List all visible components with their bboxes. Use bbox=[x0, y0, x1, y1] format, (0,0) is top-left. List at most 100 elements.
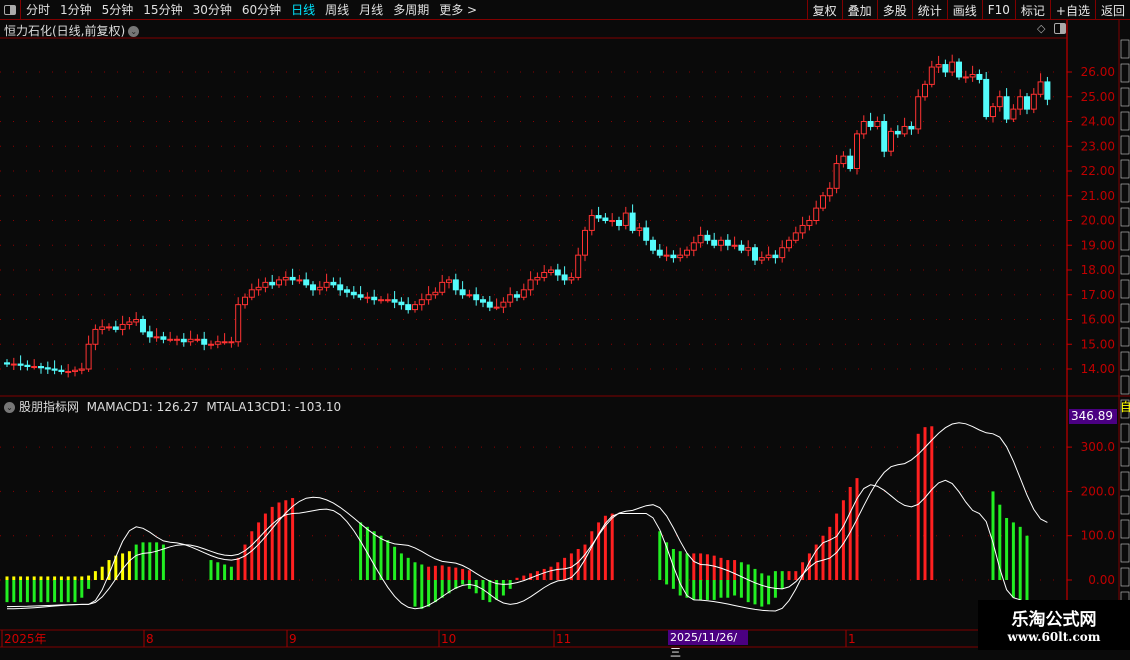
indicator-bar bbox=[760, 573, 764, 580]
candle bbox=[677, 254, 684, 259]
indicator-bar-negative bbox=[5, 580, 9, 603]
period-tab[interactable]: 15分钟 bbox=[143, 3, 183, 17]
period-tab[interactable]: 1分钟 bbox=[60, 3, 92, 17]
main-chart-title: 恒力石化(日线,前复权) ⌄ bbox=[4, 22, 140, 39]
candle bbox=[643, 227, 650, 241]
y-tick-label: 300.0 bbox=[1081, 440, 1115, 454]
right-strip-cell bbox=[1120, 303, 1130, 323]
panel-icon[interactable] bbox=[1054, 23, 1066, 34]
indicator-bar bbox=[719, 557, 723, 580]
candle bbox=[99, 326, 106, 330]
indicator-bar bbox=[658, 531, 662, 580]
indicator-bar bbox=[413, 562, 417, 580]
indicator-bar-negative bbox=[1011, 580, 1015, 598]
candle bbox=[92, 328, 99, 345]
period-tab[interactable]: 日线 bbox=[291, 3, 316, 17]
candle bbox=[833, 163, 840, 189]
candle bbox=[439, 281, 446, 293]
action-button[interactable]: 返回 bbox=[1094, 0, 1130, 20]
indicator-bar bbox=[1018, 526, 1022, 580]
indicator-bar bbox=[87, 575, 91, 580]
action-button[interactable]: 叠加 bbox=[841, 0, 877, 20]
period-tab[interactable]: 分时 bbox=[26, 3, 51, 17]
top-toolbar: 分时 1分钟 5分钟 15分钟 30分钟 60分钟 日线 周线 月线 多周期 更多 > 复权 叠加 多股… bbox=[0, 0, 1130, 20]
period-tab[interactable]: 多周期 bbox=[393, 3, 430, 17]
indicator-bar bbox=[590, 531, 594, 580]
right-strip-cell bbox=[1120, 567, 1130, 587]
candle bbox=[684, 249, 690, 256]
indicator-bar bbox=[161, 544, 165, 580]
period-tab[interactable]: 周线 bbox=[325, 3, 350, 17]
indicator-bar bbox=[576, 548, 580, 580]
period-tab[interactable]: 月线 bbox=[359, 3, 384, 17]
candle bbox=[248, 289, 255, 298]
y-tick-label: 18.00 bbox=[1081, 263, 1115, 277]
indicator-bar bbox=[134, 544, 138, 580]
indicator-bar bbox=[141, 542, 145, 580]
period-tab[interactable]: 30分钟 bbox=[192, 3, 232, 17]
candle bbox=[976, 73, 983, 80]
watermark-url: www.60lt.com bbox=[1007, 630, 1101, 644]
indicator-bar bbox=[148, 542, 152, 580]
y-tick-label: 20.00 bbox=[1081, 214, 1115, 228]
candle bbox=[214, 341, 221, 345]
candle bbox=[194, 338, 201, 341]
candle bbox=[72, 369, 78, 372]
indicator-bar-negative bbox=[39, 580, 43, 603]
candle bbox=[956, 61, 962, 78]
candle bbox=[160, 336, 167, 340]
indicator-bar bbox=[427, 566, 431, 580]
action-button[interactable]: 统计 bbox=[911, 0, 947, 20]
indicator-bar-negative bbox=[733, 580, 737, 596]
indicator-bar-negative bbox=[440, 580, 444, 598]
cursor-date-label: 2025/11/26/三 bbox=[668, 630, 748, 659]
period-tab[interactable]: 更多 > bbox=[439, 3, 478, 17]
indicator-bar bbox=[39, 576, 43, 580]
chevron-down-icon[interactable]: ⌄ bbox=[4, 402, 15, 413]
indicator-bar-negative bbox=[32, 580, 36, 603]
candle bbox=[799, 224, 806, 234]
candle bbox=[44, 367, 51, 370]
indicator-bar bbox=[100, 566, 104, 580]
indicator-bar bbox=[522, 575, 526, 580]
candle bbox=[255, 286, 262, 291]
candle bbox=[840, 155, 847, 165]
indicator-bar-negative bbox=[739, 580, 743, 598]
action-button[interactable]: 多股 bbox=[876, 0, 912, 20]
right-strip-cell bbox=[1120, 327, 1130, 347]
indicator-bar bbox=[19, 576, 23, 580]
candle bbox=[670, 254, 677, 259]
indicator-bar bbox=[712, 555, 716, 580]
action-button[interactable]: F10 bbox=[981, 0, 1015, 20]
period-tab[interactable]: 60分钟 bbox=[241, 3, 282, 17]
candle bbox=[140, 319, 146, 333]
candle bbox=[636, 227, 643, 231]
action-button[interactable]: 复权 bbox=[806, 0, 842, 20]
right-strip-cell bbox=[1120, 87, 1130, 107]
action-button[interactable]: 画线 bbox=[946, 0, 982, 20]
chevron-down-icon[interactable]: ⌄ bbox=[128, 26, 140, 37]
action-button[interactable]: 标记 bbox=[1014, 0, 1050, 20]
y-tick-label: 26.00 bbox=[1081, 65, 1115, 79]
indicator-bar-negative bbox=[726, 580, 730, 598]
candle bbox=[813, 207, 820, 221]
indicator-bar-negative bbox=[413, 580, 417, 607]
candle bbox=[1044, 81, 1051, 100]
layout-toggle-button[interactable] bbox=[0, 0, 21, 20]
candle bbox=[425, 294, 432, 301]
indicator-bar bbox=[821, 535, 825, 580]
indicator-bar bbox=[270, 506, 274, 580]
watermark: 乐淘公式网 www.60lt.com bbox=[978, 600, 1130, 650]
indicator-bar bbox=[284, 500, 288, 580]
period-tab[interactable]: 5分钟 bbox=[101, 3, 134, 17]
candle bbox=[650, 239, 656, 251]
action-button[interactable]: +自选 bbox=[1049, 0, 1095, 20]
candle bbox=[276, 279, 282, 286]
y-tick-label: 0.00 bbox=[1088, 573, 1115, 587]
right-strip-cell bbox=[1120, 423, 1130, 443]
diamond-icon[interactable]: ◇ bbox=[1037, 22, 1046, 35]
candle bbox=[867, 121, 874, 127]
candle bbox=[364, 296, 371, 299]
indicator-bar-negative bbox=[671, 580, 675, 589]
